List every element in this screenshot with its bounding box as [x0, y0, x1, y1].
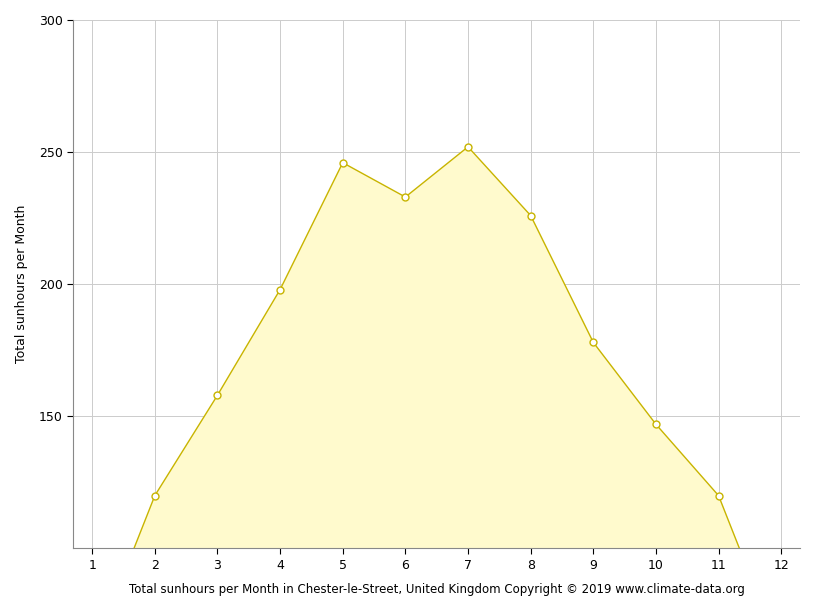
- X-axis label: Total sunhours per Month in Chester-le-Street, United Kingdom Copyright © 2019 w: Total sunhours per Month in Chester-le-S…: [129, 583, 745, 596]
- Y-axis label: Total sunhours per Month: Total sunhours per Month: [15, 205, 28, 364]
